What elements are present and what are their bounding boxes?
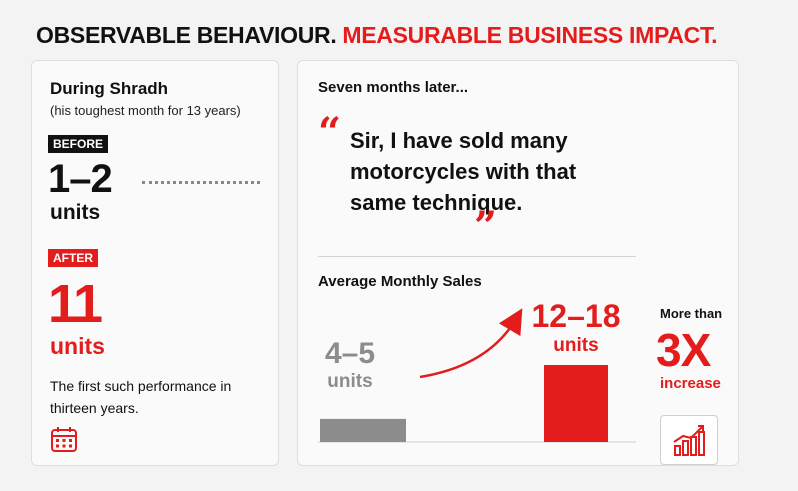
close-quote-icon: ” <box>474 203 498 250</box>
before-value: 1–2 <box>48 157 113 201</box>
headline-black: OBSERVABLE BEHAVIOUR. <box>36 22 337 48</box>
results-card: Seven months later... “ Sir, I have sold… <box>297 60 739 466</box>
bar-after <box>544 365 608 442</box>
multiplier-value: 3X <box>656 324 711 376</box>
shradh-card: During Shradh (his toughest month for 13… <box>31 60 279 466</box>
performance-note: The first such performance in thirteen y… <box>50 378 232 416</box>
open-quote-icon: “ <box>318 109 342 156</box>
bar-before <box>320 418 406 442</box>
divider <box>318 256 636 257</box>
after-tag: AFTER <box>48 249 98 267</box>
chart-title: Average Monthly Sales <box>318 273 482 290</box>
growth-chart-icon-box <box>660 415 718 465</box>
calendar-icon <box>51 427 77 452</box>
customer-quote: Sir, I have sold many motorcycles with t… <box>350 128 577 215</box>
bar-value-label-before: 4–5 <box>325 337 375 370</box>
shradh-subtitle: (his toughest month for 13 years) <box>50 103 241 118</box>
dotted-connector <box>142 181 260 184</box>
multiplier-label: More than <box>660 306 723 321</box>
before-tag: BEFORE <box>48 135 109 153</box>
before-unit: units <box>50 201 101 224</box>
growth-arrow <box>419 308 523 379</box>
bar-value-label-after: 12–18 <box>532 298 621 334</box>
later-title: Seven months later... <box>318 79 469 96</box>
bar-unit-label-before: units <box>327 371 372 392</box>
growth-chart-icon <box>673 425 705 456</box>
bar-unit-label-after: units <box>553 335 598 356</box>
after-value: 11 <box>48 274 103 334</box>
headline-red: MEASURABLE BUSINESS IMPACT. <box>342 22 718 48</box>
multiplier-sub: increase <box>660 375 721 392</box>
after-unit: units <box>50 333 105 359</box>
shradh-title: During Shradh <box>50 79 169 98</box>
headline: OBSERVABLE BEHAVIOUR. MEASURABLE BUSINESS… <box>36 22 718 49</box>
